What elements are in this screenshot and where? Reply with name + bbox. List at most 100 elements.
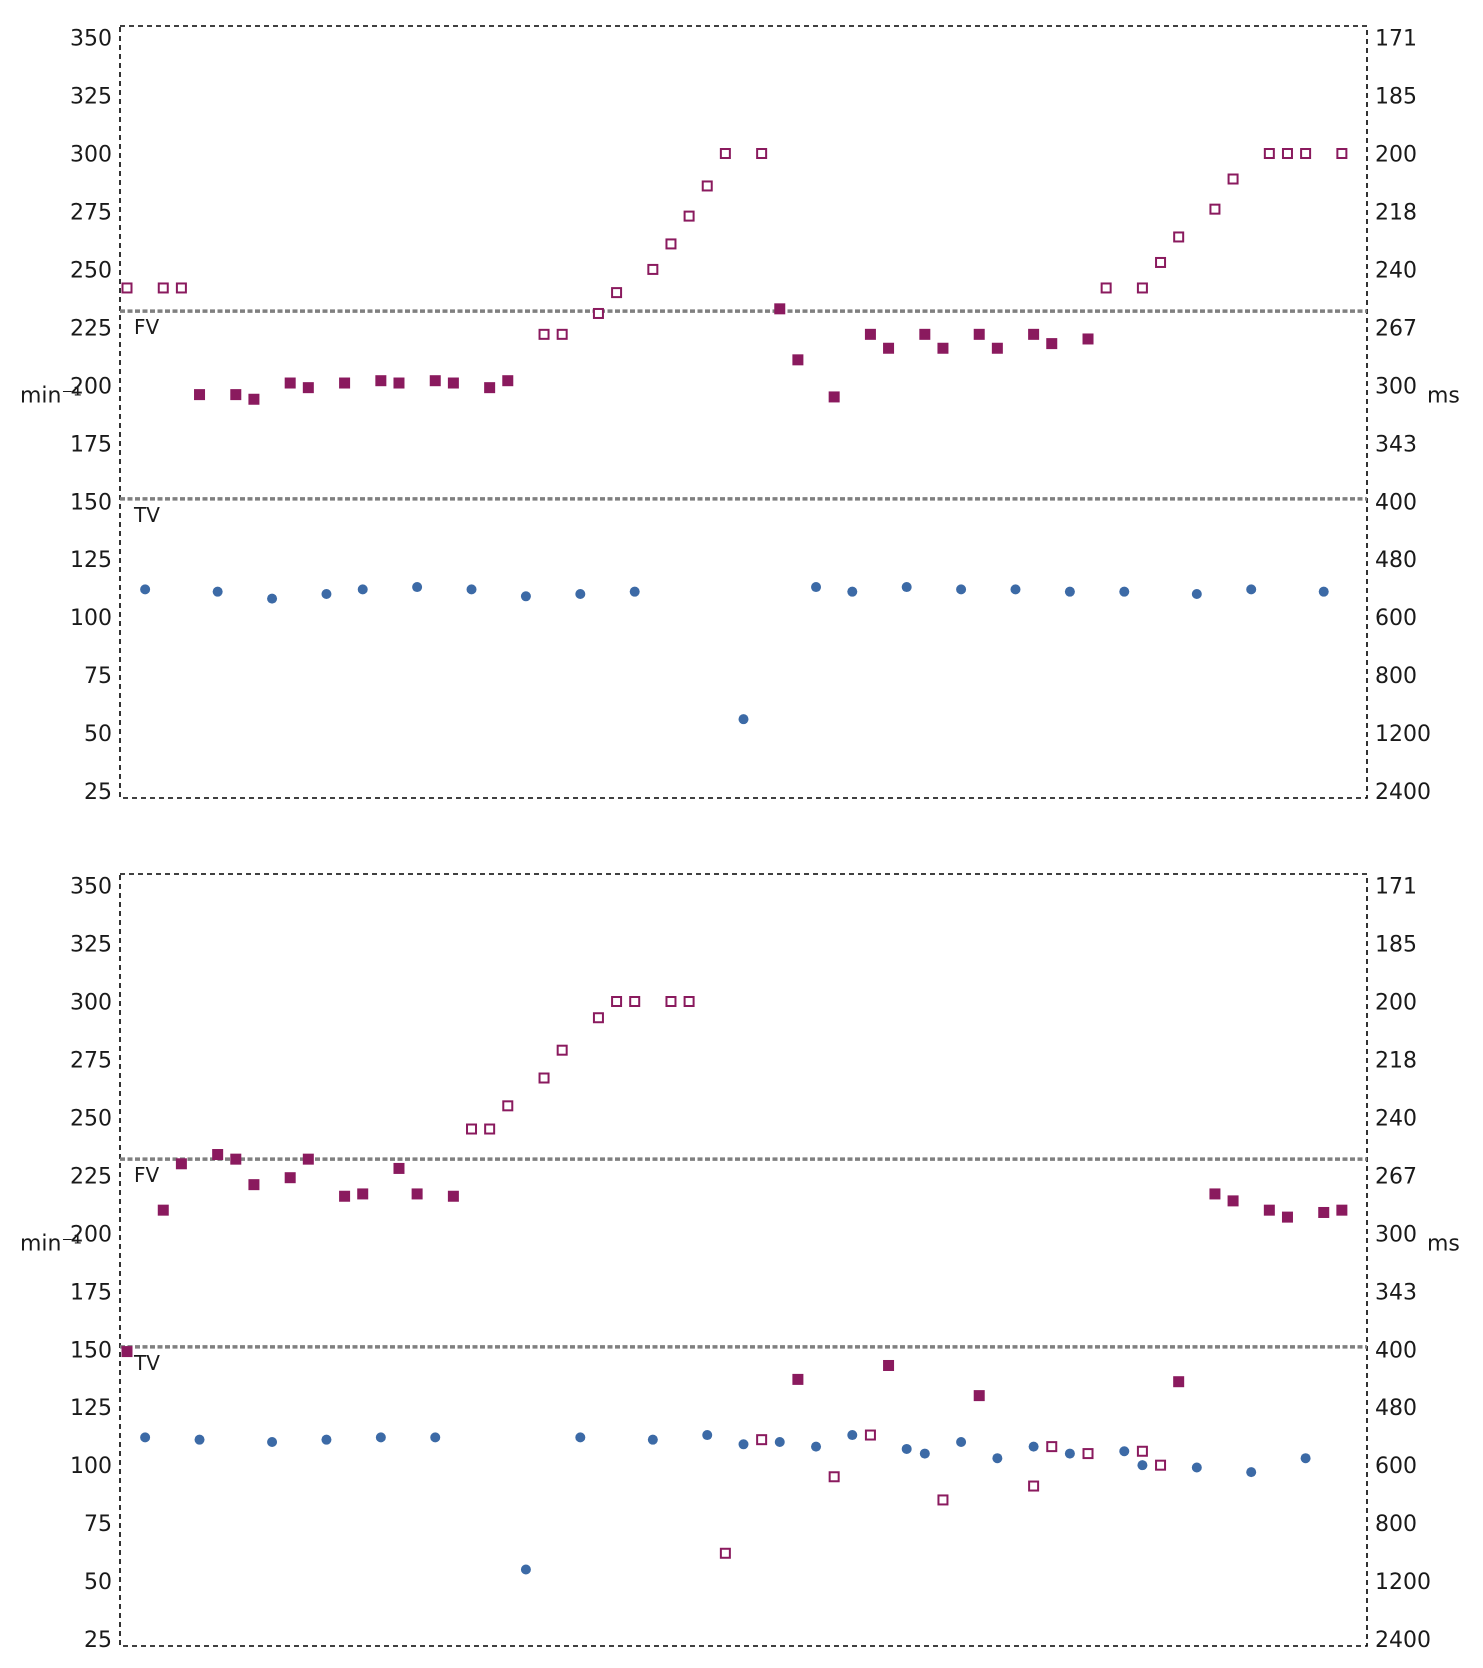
atrial-point: [520, 1564, 531, 1575]
left-tick-label: 175: [70, 1280, 112, 1305]
atrial-point: [140, 584, 151, 595]
atrial-point: [430, 1432, 441, 1443]
ventricular-point: [1227, 1195, 1239, 1207]
atrial-point: [1028, 1441, 1039, 1452]
ventricular-open-point: [719, 1547, 731, 1559]
ventricular-open-point: [175, 282, 187, 294]
atrial-point: [321, 1434, 332, 1445]
left-tick-label: 325: [70, 933, 112, 958]
ventricular-open-point: [937, 1494, 949, 1506]
left-tick-label: 50: [84, 1570, 112, 1595]
ventricular-point: [429, 375, 441, 387]
right-tick-label: 240: [1375, 258, 1417, 283]
ventricular-open-point: [556, 1044, 568, 1056]
left-tick-label: 150: [70, 1338, 112, 1363]
ventricular-point: [1318, 1206, 1330, 1218]
atrial-point: [956, 1436, 967, 1447]
ventricular-open-point: [611, 287, 623, 299]
ventricular-point: [375, 375, 387, 387]
ventricular-point: [883, 1359, 895, 1371]
ventricular-open-point: [484, 1123, 496, 1135]
y-right-axis-label: ms: [1427, 1232, 1460, 1257]
ventricular-open-point: [719, 148, 731, 160]
ventricular-open-point: [1300, 148, 1312, 160]
right-tick-label: 800: [1375, 1512, 1417, 1537]
ventricular-point: [393, 1162, 405, 1174]
atrial-point: [375, 1432, 386, 1443]
ventricular-point: [919, 328, 931, 340]
ventricular-point: [248, 1179, 260, 1191]
ventricular-point: [1173, 1376, 1185, 1388]
ventricular-point: [230, 1153, 242, 1165]
ventricular-point: [284, 377, 296, 389]
ventricular-point: [1336, 1204, 1348, 1216]
ventricular-open-point: [1082, 1448, 1094, 1460]
zone-label: FV: [134, 1163, 160, 1187]
right-tick-label: 171: [1375, 875, 1417, 900]
atrial-point: [357, 584, 368, 595]
ventricular-open-point: [538, 328, 550, 340]
right-tick-label: 2400: [1375, 780, 1431, 805]
plot-frame: [119, 25, 1368, 799]
atrial-point: [847, 586, 858, 597]
ventricular-point: [1263, 1204, 1275, 1216]
ventricular-open-point: [1028, 1480, 1040, 1492]
right-tick-label: 185: [1375, 85, 1417, 110]
atrial-point: [1064, 586, 1075, 597]
right-tick-label: 1200: [1375, 722, 1431, 747]
left-tick-label: 150: [70, 490, 112, 515]
atrial-point: [702, 1430, 713, 1441]
left-tick-label: 75: [84, 664, 112, 689]
ventricular-open-point: [756, 1434, 768, 1446]
ventricular-open-point: [592, 307, 604, 319]
ventricular-point: [357, 1188, 369, 1200]
ventricular-open-point: [1173, 231, 1185, 243]
right-tick-label: 171: [1375, 27, 1417, 52]
scatter-panel-1: 25 50 75 100 125 150 175 200 225 250 275 300 325 350 2…: [20, 25, 1460, 805]
atrial-point: [212, 586, 223, 597]
atrial-point: [1119, 586, 1130, 597]
right-tick-label: 2400: [1375, 1628, 1431, 1653]
ventricular-point: [447, 377, 459, 389]
left-tick-label: 250: [70, 1106, 112, 1131]
ventricular-open-point: [556, 328, 568, 340]
ventricular-open-point: [1136, 282, 1148, 294]
right-tick-label: 400: [1375, 490, 1417, 515]
left-tick-label: 325: [70, 85, 112, 110]
ventricular-open-point: [1263, 148, 1275, 160]
ventricular-point: [883, 342, 895, 354]
left-tick-label: 300: [70, 991, 112, 1016]
scatter-panel-2: 25 50 75 100 125 150 175 200 225 250 275 300 325 350 2…: [20, 873, 1460, 1653]
ventricular-open-point: [665, 238, 677, 250]
left-tick-label: 350: [70, 27, 112, 52]
atrial-point: [466, 584, 477, 595]
ventricular-point: [792, 354, 804, 366]
ventricular-point: [230, 389, 242, 401]
right-tick-label: 200: [1375, 991, 1417, 1016]
ventricular-open-point: [502, 1100, 514, 1112]
ventricular-point: [194, 389, 206, 401]
atrial-point: [1318, 586, 1329, 597]
ventricular-open-point: [1136, 1445, 1148, 1457]
atrial-point: [738, 1439, 749, 1450]
ventricular-point: [302, 382, 314, 394]
ventricular-open-point: [864, 1429, 876, 1441]
atrial-point: [267, 1436, 278, 1447]
left-tick-label: 225: [70, 316, 112, 341]
ventricular-point: [828, 391, 840, 403]
right-tick-label: 480: [1375, 548, 1417, 573]
zone-label: FV: [134, 315, 160, 339]
ventricular-open-point: [1281, 148, 1293, 160]
right-tick-label: 480: [1375, 1396, 1417, 1421]
ventricular-point: [502, 375, 514, 387]
ventricular-open-point: [1046, 1441, 1058, 1453]
right-tick-label: 267: [1375, 316, 1417, 341]
left-tick-label: 275: [70, 1048, 112, 1073]
ventricular-open-point: [592, 1012, 604, 1024]
right-tick-label: 1200: [1375, 1570, 1431, 1595]
left-tick-label: 50: [84, 722, 112, 747]
ventricular-open-point: [157, 282, 169, 294]
right-tick-label: 600: [1375, 1454, 1417, 1479]
ventricular-open-point: [121, 282, 133, 294]
ventricular-point: [937, 342, 949, 354]
